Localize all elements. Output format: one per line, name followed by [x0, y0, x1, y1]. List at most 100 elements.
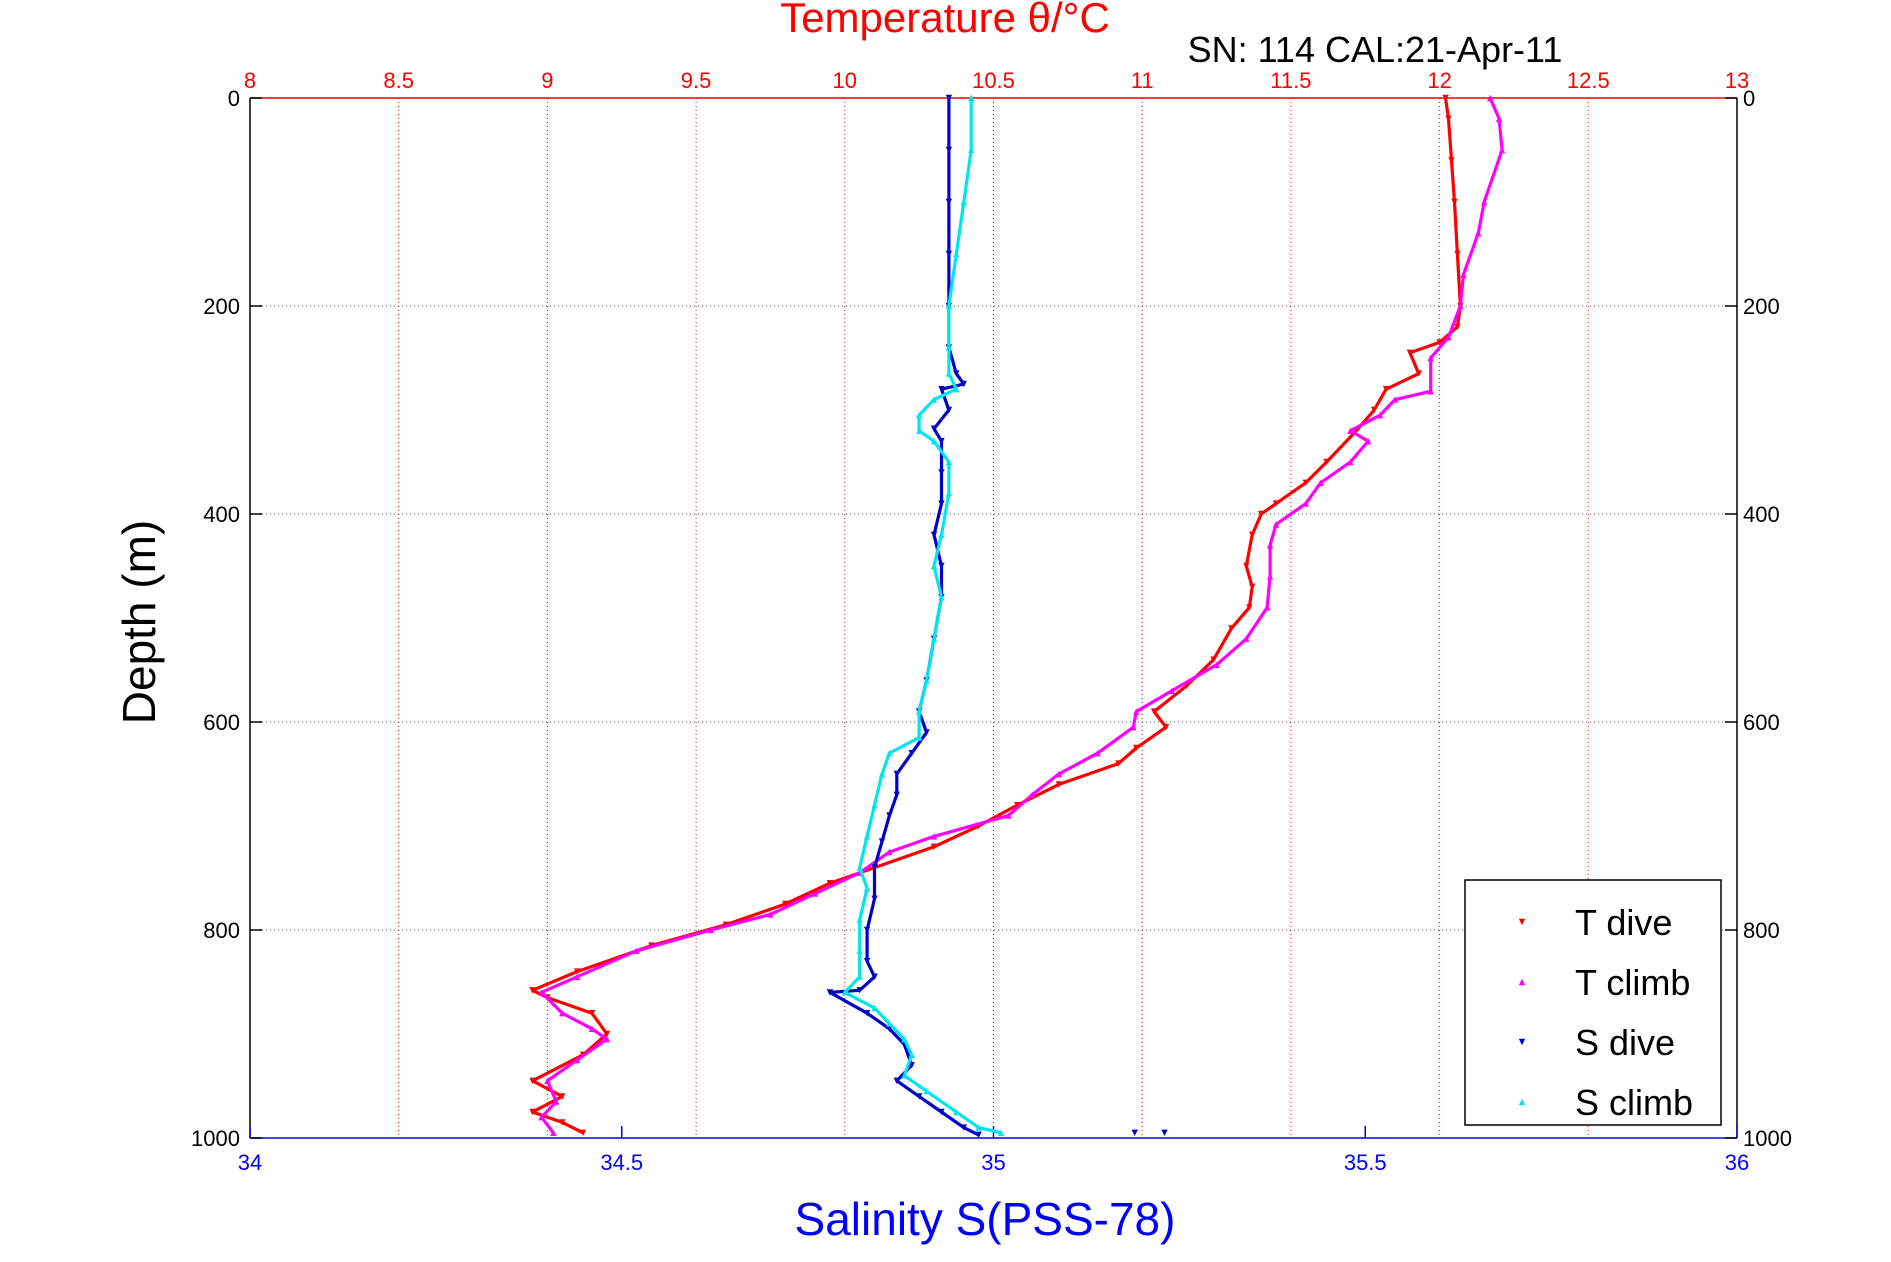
data-layer — [529, 94, 1506, 1139]
x-top-tick-label: 8.5 — [383, 68, 414, 93]
legend-label-s-dive: S dive — [1575, 1022, 1675, 1063]
data-point-s-climb — [863, 833, 871, 840]
data-point-t-dive — [573, 968, 581, 975]
data-point-t-climb — [1213, 661, 1220, 668]
data-point-s-dive — [930, 531, 938, 538]
legend-label-t-dive: T dive — [1575, 902, 1672, 943]
data-point-t-dive — [1133, 744, 1140, 752]
legend-marker-s-dive — [1518, 1038, 1526, 1046]
data-point-s-dive — [863, 926, 871, 934]
data-point-t-climb — [1376, 412, 1384, 419]
data-point-t-dive — [1442, 94, 1449, 102]
y-tick-label-right: 400 — [1743, 502, 1780, 527]
data-point-s-climb — [871, 1004, 878, 1012]
data-point-t-dive — [529, 1108, 536, 1116]
data-point-t-dive — [1014, 802, 1021, 809]
data-point-s-climb — [915, 427, 923, 434]
series-line-t-dive — [530, 97, 1462, 1135]
legend-box — [1464, 879, 1722, 1126]
data-point-s-climb — [856, 916, 863, 923]
data-point-s-dive — [893, 770, 901, 778]
data-point-s-climb — [901, 1072, 908, 1079]
data-point-s-climb — [915, 412, 923, 419]
data-point-s-dive — [871, 864, 878, 871]
data-point-t-climb — [1028, 791, 1036, 798]
data-point-s-dive — [863, 958, 871, 965]
data-point-t-climb — [573, 1056, 581, 1064]
data-point-s-climb — [953, 386, 960, 393]
data-point-t-dive — [1454, 250, 1461, 258]
x-top-tick-label: 8 — [244, 68, 256, 93]
data-point-t-dive — [1302, 479, 1309, 486]
data-point-s-climb — [923, 677, 930, 684]
data-point-t-climb — [1055, 770, 1063, 778]
data-point-s-dive — [945, 94, 953, 102]
data-point-t-dive — [1445, 115, 1452, 122]
data-point-s-climb — [856, 864, 863, 871]
data-point-t-climb — [1317, 479, 1324, 486]
y-tick-label-left: 800 — [203, 918, 240, 943]
data-point-s-dive — [893, 791, 901, 798]
data-point-s-climb — [930, 562, 938, 570]
y-tick-label-left: 0 — [228, 86, 240, 111]
x-bottom-tick-label: 34 — [238, 1150, 262, 1175]
data-point-t-climb — [886, 848, 893, 856]
y-axis-label: Depth (m) — [113, 520, 165, 724]
data-point-s-dive — [960, 380, 967, 388]
x-axis-bottom-label: Salinity S(PSS-78) — [795, 1193, 1176, 1245]
legend-marker-t-climb — [1518, 978, 1526, 986]
data-point-t-climb — [538, 1114, 545, 1121]
data-point-t-dive — [1272, 500, 1280, 507]
data-point-s-climb — [923, 1088, 930, 1095]
data-point-s-climb — [841, 989, 848, 996]
data-point-t-climb — [603, 1036, 611, 1043]
data-point-s-climb — [997, 1129, 1005, 1136]
chart-title: Temperature θ/°C — [780, 0, 1110, 41]
data-point-t-climb — [1347, 458, 1354, 466]
data-point-t-dive — [1415, 370, 1422, 377]
y-tick-label-right: 200 — [1743, 294, 1780, 319]
data-point-t-dive — [579, 1129, 587, 1136]
data-point-t-climb — [538, 989, 545, 996]
data-point-t-dive — [1249, 531, 1256, 538]
data-point-s-dive — [930, 425, 938, 432]
data-point-s-climb — [945, 370, 953, 377]
data-point-t-climb — [811, 890, 819, 897]
data-point-s-climb — [863, 885, 871, 892]
data-point-t-climb — [573, 973, 581, 980]
y-tick-label-left: 400 — [203, 502, 240, 527]
x-bottom-tick-label: 36 — [1725, 1150, 1749, 1175]
data-point-t-dive — [1382, 386, 1390, 393]
data-point-t-dive — [1210, 656, 1217, 663]
data-point-t-climb — [1005, 812, 1012, 819]
data-point-t-dive — [529, 987, 536, 994]
data-point-s-climb — [945, 458, 953, 466]
data-point-t-climb — [1457, 302, 1464, 310]
data-point-t-climb — [1302, 500, 1309, 507]
data-point-s-dive — [856, 987, 863, 994]
series-line-s-climb — [843, 98, 1002, 1135]
x-bottom-tick-label: 34.5 — [600, 1150, 643, 1175]
data-point-t-climb — [1263, 604, 1271, 611]
data-point-t-climb — [1498, 146, 1506, 154]
data-point-t-climb — [1243, 635, 1250, 642]
data-point-s-dive — [871, 895, 878, 902]
grid-layer — [250, 98, 1737, 1138]
chart-subtitle: SN: 114 CAL:21-Apr-11 — [1188, 29, 1563, 70]
data-point-t-dive — [603, 1030, 611, 1038]
legend-marker-t-dive — [1518, 918, 1526, 926]
data-point-s-dive — [923, 729, 930, 736]
data-point-s-dive — [938, 386, 945, 393]
data-point-s-dive — [945, 250, 953, 258]
data-point-s-dive — [878, 838, 886, 845]
data-point-s-climb — [967, 146, 975, 154]
data-point-t-dive — [1228, 625, 1235, 632]
data-point-t-climb — [1365, 438, 1372, 445]
data-point-s-dive — [938, 500, 945, 507]
data-point-s-dive — [945, 198, 953, 206]
data-point-t-dive — [529, 1077, 536, 1084]
data-point-s-climb — [915, 734, 923, 741]
x-top-tick-label: 10 — [833, 68, 857, 93]
data-point-t-dive — [559, 1093, 566, 1100]
